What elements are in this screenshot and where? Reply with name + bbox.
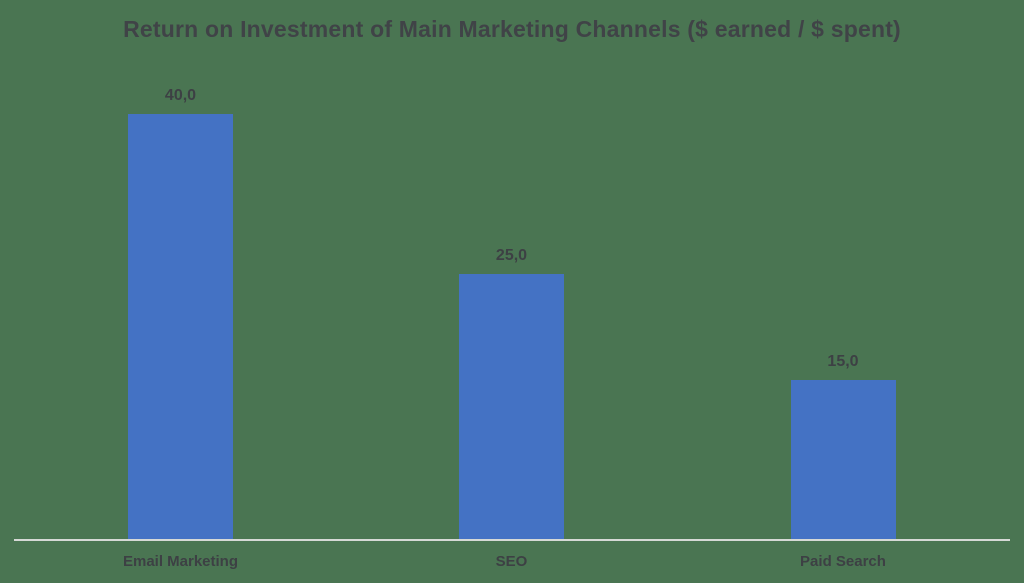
value-label-paid-search: 15,0	[827, 353, 859, 371]
chart-title: Return on Investment of Main Marketing C…	[123, 16, 901, 42]
value-label-seo: 25,0	[495, 246, 528, 264]
category-label-email-marketing: Email Marketing	[122, 553, 239, 570]
category-label-paid-search: Paid Search	[800, 553, 886, 570]
x-axis-line	[14, 539, 1010, 541]
bar-paid-search	[790, 380, 896, 540]
category-label-seo: SEO	[495, 553, 528, 570]
bar-seo	[459, 273, 564, 540]
value-label-email-marketing: 40,0	[164, 87, 197, 104]
bar-email-marketing	[128, 114, 233, 540]
